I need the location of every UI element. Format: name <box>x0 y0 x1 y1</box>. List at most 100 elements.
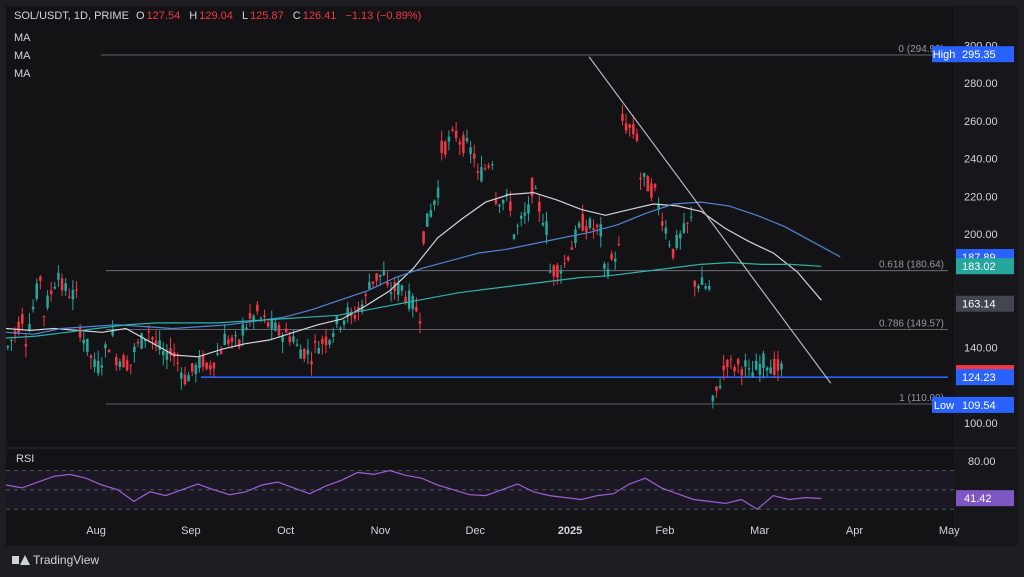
candle-body <box>6 346 10 348</box>
candle-body <box>707 285 711 290</box>
candle-body <box>118 361 122 367</box>
candle-body <box>635 133 639 141</box>
low-price-tag: Low 109.54 <box>932 396 1014 413</box>
candle-body <box>35 283 38 299</box>
candle-body <box>541 222 545 226</box>
ma-indicator-1[interactable]: MA <box>14 32 31 44</box>
rsi-axis-tick: 80.00 <box>968 456 996 468</box>
candle-body <box>610 253 613 260</box>
candle-body <box>617 244 621 246</box>
downtrend-line <box>588 56 832 384</box>
time-tick-label: Mar <box>750 525 769 537</box>
candle-body <box>205 362 208 369</box>
candle-body <box>259 317 263 319</box>
brand-name: TradingView <box>33 553 100 567</box>
candle-body <box>223 333 227 346</box>
candle-body <box>642 173 646 177</box>
candle-body <box>472 153 476 159</box>
candle-body <box>53 286 57 289</box>
price-tag: 124.23 <box>956 369 1014 386</box>
candle-body <box>509 201 512 211</box>
candle-body <box>375 273 378 281</box>
time-tick-label: Nov <box>371 525 391 537</box>
candle-body <box>556 264 559 278</box>
candle-body <box>733 367 736 372</box>
candle-body <box>397 282 400 295</box>
high-value: 129.04 <box>199 10 233 22</box>
price-tick-label: 280.00 <box>964 78 998 90</box>
candle-body <box>444 141 447 155</box>
candle-body <box>765 367 769 371</box>
candle-body <box>668 244 671 246</box>
candle-body <box>57 272 60 280</box>
ma-indicator-3[interactable]: MA <box>14 68 31 80</box>
candle-body <box>389 292 393 294</box>
candle-body <box>209 365 212 370</box>
candle-body <box>353 314 357 319</box>
price-chart[interactable]: 300.00280.00260.00240.00220.00200.00140.… <box>6 6 1018 546</box>
price-tag-text: High <box>933 49 956 61</box>
candle-body <box>411 295 415 310</box>
close-value: 126.41 <box>302 10 337 22</box>
candle-body <box>595 224 599 227</box>
candle-body <box>10 339 13 341</box>
candle-body <box>96 360 100 374</box>
candle-body <box>371 281 375 284</box>
candle-body <box>577 223 581 228</box>
candle-body <box>592 228 595 231</box>
candle-body <box>581 213 584 231</box>
candle-body <box>523 212 527 216</box>
candle-body <box>386 281 389 286</box>
candle-body <box>183 374 187 385</box>
fib-level-label: 0 (294.93) <box>898 44 944 55</box>
candle-body <box>263 315 266 318</box>
tradingview-logo[interactable]: TradingView <box>12 553 99 567</box>
price-tag-bg <box>956 396 1014 413</box>
candle-body <box>711 395 715 402</box>
candle-body <box>436 187 440 198</box>
fib-level-label: 1 (110.00) <box>899 393 944 404</box>
ma-indicator-2[interactable]: MA <box>14 50 31 62</box>
candle-body <box>501 200 505 204</box>
candle-body <box>143 339 147 342</box>
candle-body <box>100 365 104 368</box>
price-tag-label-bg <box>932 46 956 63</box>
candle-body <box>266 322 270 327</box>
rsi-label[interactable]: RSI <box>16 453 35 465</box>
candle-body <box>68 296 71 298</box>
candle-body <box>165 351 169 360</box>
candle-body <box>176 362 180 364</box>
candle-body <box>328 340 331 345</box>
candle-body <box>60 278 64 291</box>
candle-body <box>133 346 136 353</box>
candle-body <box>689 216 693 218</box>
candle-body <box>357 307 360 311</box>
candle-body <box>498 204 501 207</box>
candle-body <box>256 304 259 312</box>
fib-level-label: 0.618 (180.64) <box>879 260 944 271</box>
candle-body <box>516 225 519 227</box>
candle-body <box>212 362 216 369</box>
candle-body <box>295 344 299 346</box>
candle-body <box>281 336 284 342</box>
candle-body <box>487 165 490 168</box>
price-tick-label: 200.00 <box>964 229 998 241</box>
candle-body <box>639 177 642 180</box>
time-tick-label: Sep <box>181 525 201 537</box>
candles <box>6 105 783 409</box>
low-value: 125.87 <box>250 10 284 22</box>
candle-body <box>313 340 317 343</box>
candle-body <box>303 348 306 359</box>
candle-body <box>624 123 628 131</box>
price-tag-value: 124.23 <box>962 372 996 384</box>
price-tag-value: 163.14 <box>962 299 996 311</box>
time-tick-label: Dec <box>465 525 485 537</box>
candle-body <box>147 331 151 333</box>
candle-body <box>682 223 686 233</box>
candle-body <box>729 359 733 361</box>
candle-body <box>653 184 657 188</box>
candle-body <box>400 285 404 291</box>
candle-body <box>219 350 223 355</box>
candle-body <box>75 289 78 291</box>
candle-body <box>715 386 718 391</box>
